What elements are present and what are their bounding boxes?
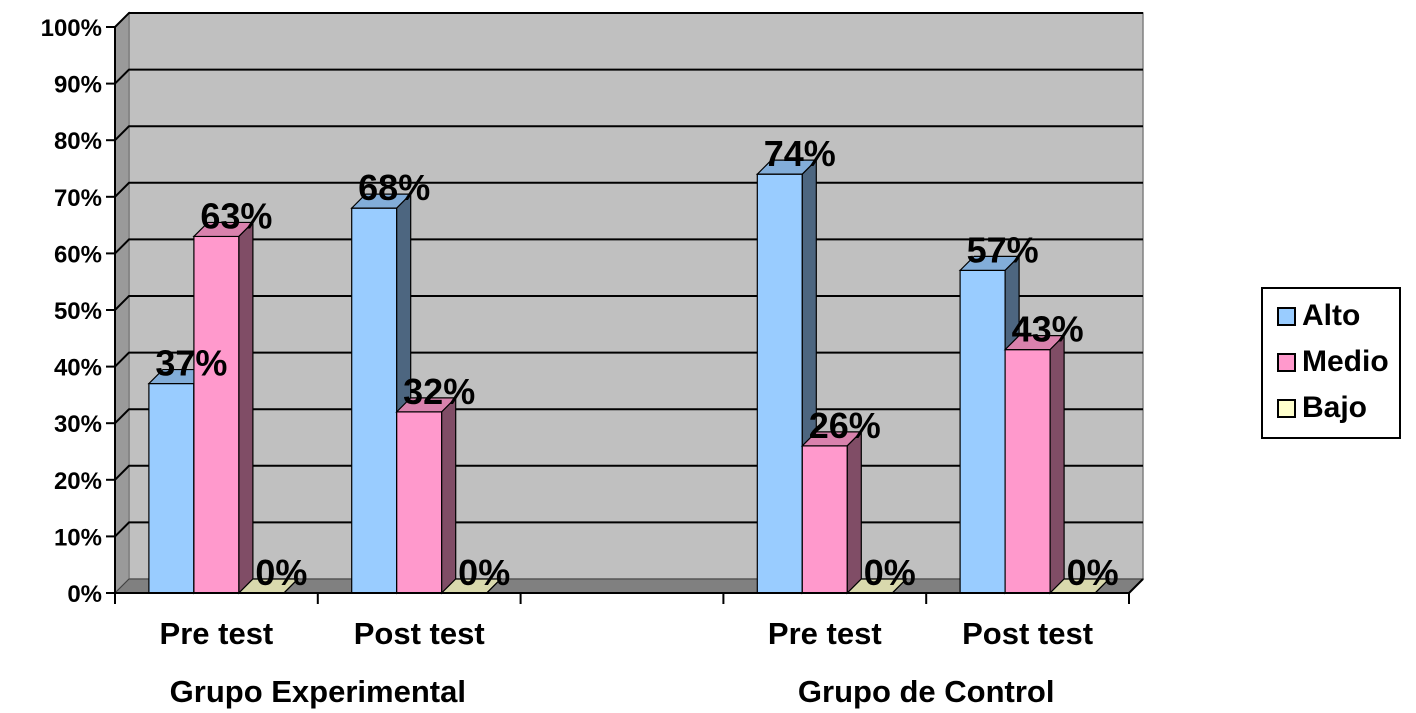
axes — [106, 26, 1144, 604]
data-label: 68% — [358, 167, 430, 208]
bar-side — [441, 396, 457, 595]
group-label: Grupo Experimental — [170, 674, 466, 709]
data-label: 32% — [403, 371, 475, 412]
legend-swatch-medio — [1277, 352, 1296, 372]
bar-front — [396, 411, 443, 594]
y-tick-label: 60% — [54, 241, 102, 268]
y-tick-label: 30% — [54, 411, 102, 438]
data-labels: 37% 63% 0% 68% 32% 0% 74% 26% 0% 57% 43% 0% — [155, 133, 1118, 593]
data-label: 0% — [864, 552, 916, 593]
bar-front — [351, 207, 398, 594]
legend-swatch-bajo — [1277, 398, 1296, 418]
legend-label-medio: Medio — [1302, 345, 1389, 378]
bar-side — [283, 578, 299, 594]
bar-side — [846, 430, 862, 595]
y-tick-label: 70% — [54, 185, 102, 212]
data-label: 63% — [200, 195, 272, 236]
y-tick-label: 90% — [54, 72, 102, 99]
x-category-label: Post test — [354, 616, 485, 651]
bars — [147, 158, 1111, 595]
group-label: Grupo de Control — [798, 674, 1055, 709]
bar-front — [756, 173, 803, 594]
legend-item-alto: Alto — [1277, 293, 1393, 339]
x-category-label: Pre test — [768, 616, 882, 651]
legend-item-bajo: Bajo — [1277, 385, 1393, 431]
data-label: 37% — [155, 343, 227, 384]
gridline — [114, 125, 1143, 141]
bar-front — [959, 269, 1006, 594]
y-tick-label: 40% — [54, 355, 102, 382]
y-tick-label: 0% — [67, 581, 102, 608]
legend-swatch-alto — [1277, 306, 1296, 326]
legend-label-bajo: Bajo — [1302, 391, 1368, 424]
group-labels: Grupo Experimental Grupo de Control — [170, 674, 1055, 709]
x-axis-depth-line — [1128, 578, 1144, 594]
legend-item-medio: Medio — [1277, 339, 1393, 385]
bar-side — [238, 220, 254, 595]
bar-side — [891, 578, 907, 594]
y-tick-labels: 0% 10% 20% 30% 40% 50% 60% 70% 80% 90% 100% — [41, 15, 102, 608]
x-category-label: Post test — [962, 616, 1093, 651]
gridline — [114, 68, 1143, 85]
bar-front — [148, 382, 195, 594]
data-label: 43% — [1012, 309, 1084, 350]
bar-front — [1004, 349, 1051, 594]
y-tick-label: 50% — [54, 298, 102, 325]
bar-side — [486, 578, 502, 594]
data-label: 0% — [458, 552, 510, 593]
data-label: 74% — [764, 133, 836, 174]
bar-side — [1094, 578, 1110, 594]
bar-side — [1049, 334, 1065, 595]
x-category-label: Pre test — [160, 616, 274, 651]
bar-front — [193, 235, 240, 594]
data-label: 26% — [809, 405, 881, 446]
gridline — [114, 12, 1143, 28]
y-tick-label: 80% — [54, 128, 102, 155]
y-tick-label: 100% — [41, 15, 102, 42]
legend-label-alto: Alto — [1302, 299, 1361, 332]
bar-front — [801, 445, 848, 594]
data-label: 0% — [255, 552, 307, 593]
x-category-labels: Pre test Post test Pre test Post test — [160, 616, 1094, 651]
data-label: 0% — [1067, 552, 1119, 593]
y-tick-label: 10% — [54, 524, 102, 551]
legend: Alto Medio Bajo — [1261, 287, 1401, 439]
data-label: 57% — [967, 229, 1039, 270]
y-tick-label: 20% — [54, 468, 102, 495]
